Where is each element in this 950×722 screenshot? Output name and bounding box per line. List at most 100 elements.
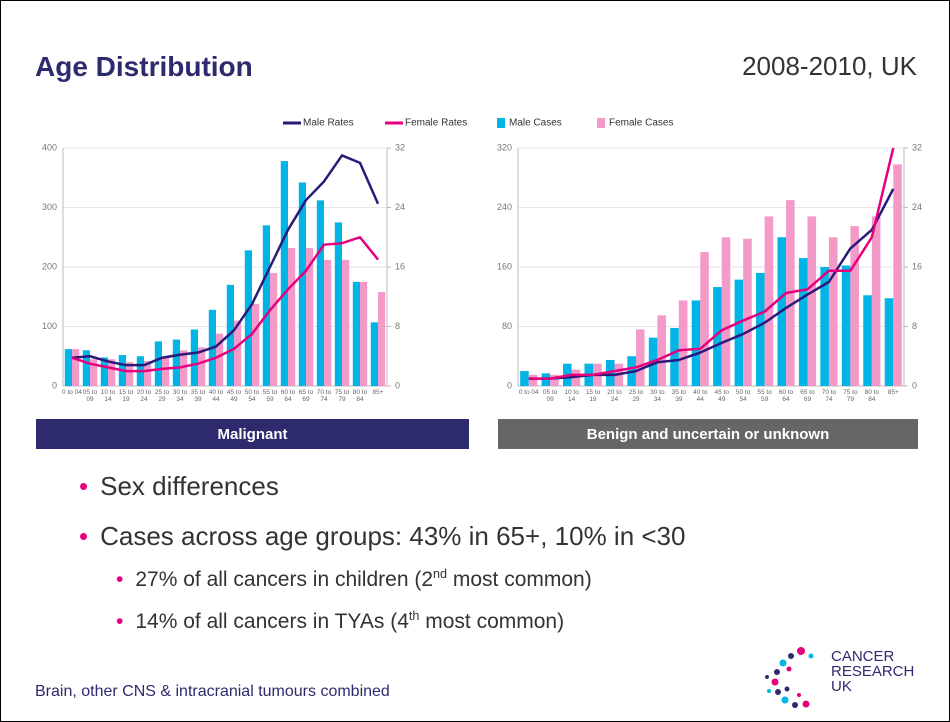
bar <box>550 374 559 386</box>
bar <box>734 279 744 386</box>
sup: nd <box>433 567 448 581</box>
x-tick-label: 35 to 39 <box>190 389 206 403</box>
bar <box>226 284 234 386</box>
x-tick-label: 80 to 84 <box>352 389 368 403</box>
y-tick-label: 0 <box>52 380 57 390</box>
bar <box>144 361 152 386</box>
x-tick-label: 50 to 54 <box>244 389 260 403</box>
line <box>71 236 379 373</box>
y2-tick-label: 16 <box>395 261 405 271</box>
bar <box>670 327 679 386</box>
bar <box>360 281 368 386</box>
y-tick-label: 0 <box>507 380 512 390</box>
charts: 0 100 200 300 400 0 8 16 24 32 Malignant Male Rates… <box>36 118 922 449</box>
bar <box>678 300 688 386</box>
bar <box>126 362 134 386</box>
line <box>528 147 895 380</box>
bullet: • Sex differences <box>79 471 279 501</box>
bar <box>798 258 808 386</box>
bar <box>807 216 817 386</box>
x-tick-label: 55 to 59 <box>757 389 772 403</box>
x-tick-label: 15 to 19 <box>118 389 134 403</box>
caption: Malignant <box>218 426 288 443</box>
bar <box>635 329 645 386</box>
title: Age Distribution <box>35 51 253 82</box>
x-tick-label: 60 to 64 <box>280 389 296 403</box>
legend-label: Female Rates <box>405 118 467 129</box>
bar <box>828 237 838 386</box>
x-tick-label: 20 to 24 <box>136 389 152 403</box>
sup: th <box>408 609 420 623</box>
period: 2008-2010, UK <box>742 51 917 81</box>
bar <box>288 247 296 386</box>
y-tick-label: 200 <box>42 261 57 271</box>
bar <box>252 303 260 386</box>
y2-tick-label: 32 <box>912 142 922 152</box>
bar <box>262 225 270 386</box>
x-tick-label: 05 to 09 <box>542 389 558 403</box>
bullet: • Cases across age groups: 43% in 65+, 10… <box>79 521 686 551</box>
bar <box>280 161 288 386</box>
bar <box>72 349 80 386</box>
y-tick-label: 320 <box>497 142 512 152</box>
series <box>64 161 378 386</box>
y-tick-label: 100 <box>42 321 57 331</box>
x-tick-label: 10 to 14 <box>564 389 579 403</box>
logo-text: CANCER <box>831 648 895 665</box>
bar <box>316 200 324 386</box>
y-tick-label: 300 <box>42 202 57 212</box>
bar <box>841 265 851 386</box>
bar <box>691 300 701 386</box>
sub-bullet: • 27% of all cancers in children (2nd mos… <box>116 567 592 591</box>
bar <box>520 371 529 386</box>
bar <box>820 267 829 386</box>
logo-dots <box>765 647 814 708</box>
sub-text: most common) <box>447 568 592 591</box>
bar <box>378 291 386 386</box>
y2-tick-label: 16 <box>912 261 922 271</box>
bar <box>893 164 902 386</box>
series <box>72 247 386 386</box>
x-tick-label: 75 to 79 <box>334 389 350 403</box>
bar <box>743 238 752 386</box>
bar <box>100 357 108 386</box>
y2-tick-label: 8 <box>912 321 917 331</box>
x-tick-label: 0 to 04 <box>518 389 539 396</box>
bar <box>342 259 350 386</box>
series <box>528 147 895 380</box>
bar <box>528 374 538 386</box>
x-tick-label: 10 to 14 <box>100 389 116 403</box>
bar <box>657 315 666 386</box>
bar <box>64 349 72 386</box>
bar <box>871 216 881 386</box>
legend-label: Female Cases <box>609 118 673 129</box>
bar <box>216 333 224 386</box>
bar <box>190 329 198 386</box>
logo: CANCER RESEARCH UK <box>831 649 914 694</box>
bar <box>352 281 360 386</box>
x-tick-label: 40 to 44 <box>693 389 708 403</box>
bar <box>756 272 765 386</box>
y-tick-label: 80 <box>502 321 512 331</box>
caption: Benign and uncertain or unknown <box>587 426 830 443</box>
sub-bullet: • 14% of all cancers in TYAs (4th most co… <box>116 609 565 633</box>
x-tick-label: 35 to 39 <box>671 389 687 403</box>
x-tick-label: 65 to 69 <box>800 389 815 403</box>
x-tick-label: 70 to 74 <box>316 389 332 403</box>
bar <box>334 222 342 386</box>
y-tick-label: 400 <box>42 142 57 152</box>
x-tick-label: 20 to 24 <box>607 389 622 403</box>
y2-tick-label: 0 <box>395 380 400 390</box>
bar <box>154 341 162 386</box>
caption-bar <box>36 419 469 449</box>
y2-tick-label: 8 <box>395 321 400 331</box>
bar <box>298 182 306 386</box>
bar <box>324 259 332 386</box>
legend-label: Male Rates <box>303 118 354 129</box>
x-tick-label: 65 to 69 <box>298 389 314 403</box>
y-tick-label: 160 <box>497 261 512 271</box>
caption-bar <box>498 419 918 449</box>
bar <box>700 252 709 386</box>
bar <box>306 247 314 386</box>
